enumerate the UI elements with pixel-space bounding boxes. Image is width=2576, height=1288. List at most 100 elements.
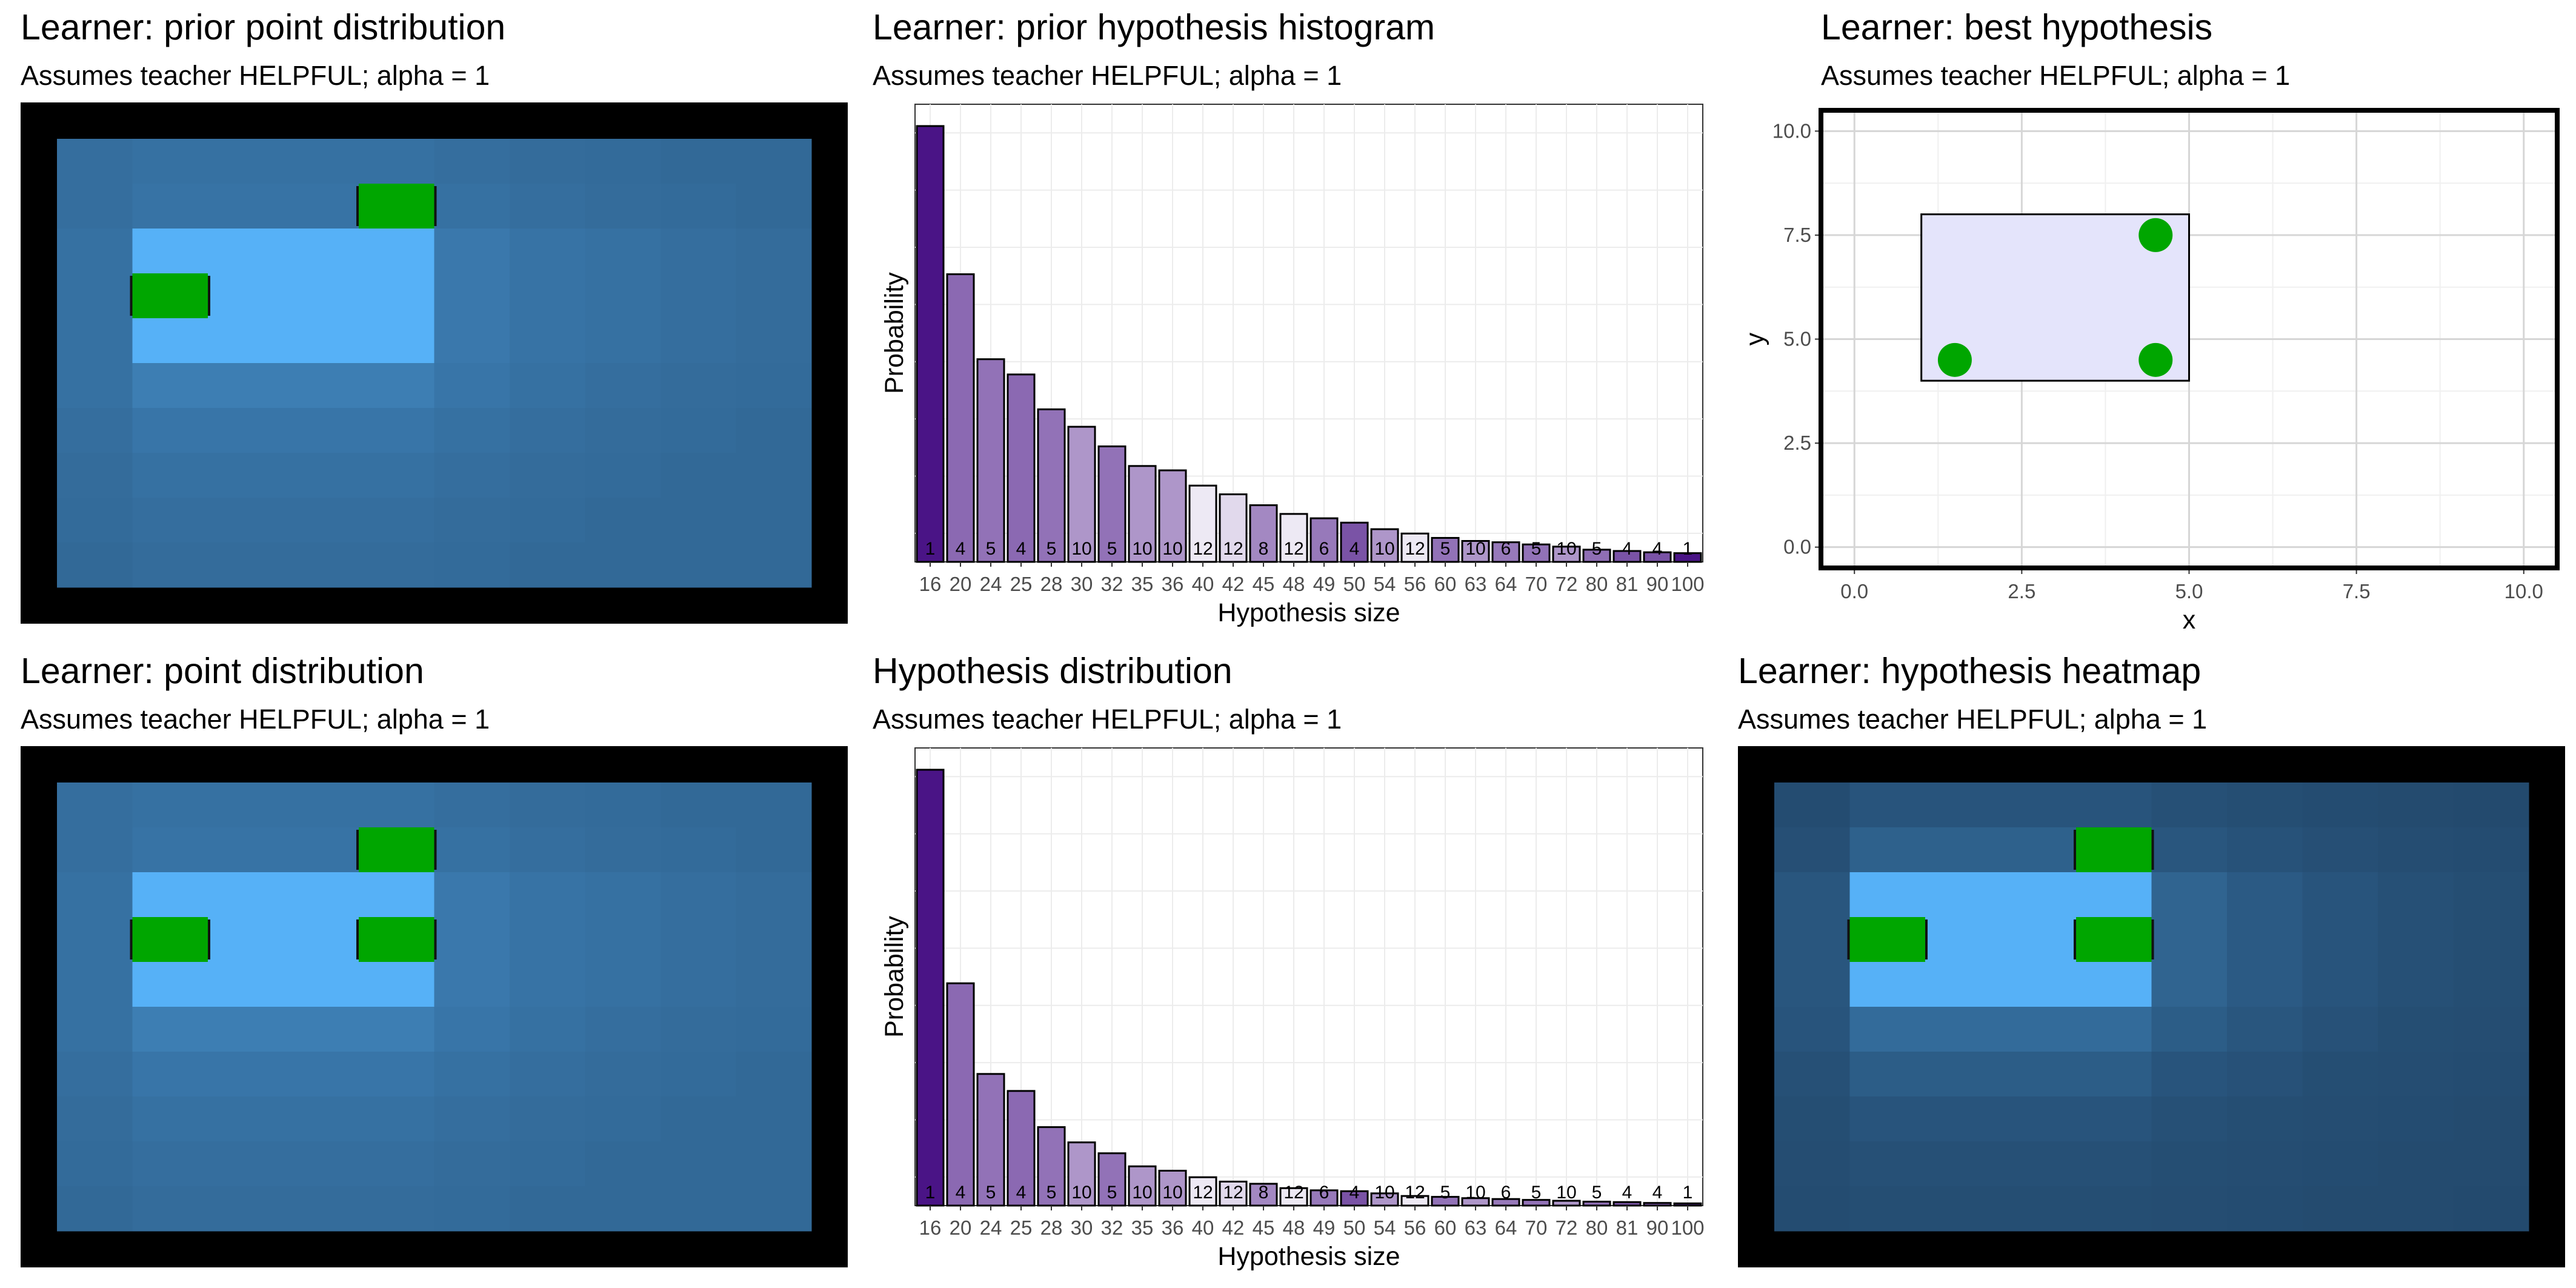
heatmap-cell <box>2227 827 2303 873</box>
heatmap-cell <box>1774 872 1850 918</box>
heatmap-cell <box>661 782 736 828</box>
heatmap-cell <box>2453 1096 2529 1142</box>
heatmap-cell <box>736 1052 812 1097</box>
heatmap-cell <box>57 273 133 319</box>
heatmap-cell <box>132 1052 208 1097</box>
heatmap-cell <box>736 363 812 409</box>
heatmap-cell <box>434 498 510 543</box>
heatmap-cell <box>283 1186 359 1232</box>
bar-count-label: 5 <box>1047 1183 1057 1203</box>
heatmap-cell <box>510 184 585 229</box>
heatmap-cell <box>359 139 434 184</box>
heatmap-cell <box>2378 782 2454 828</box>
bar <box>916 769 945 1207</box>
heatmap-cell <box>1849 1052 1926 1097</box>
bar <box>1612 1201 1642 1207</box>
data-point-square <box>132 917 208 962</box>
heatmap-cell <box>57 962 133 1007</box>
heatmap-cell <box>661 363 736 409</box>
heatmap-cell <box>2378 917 2454 963</box>
heatmap-cell <box>2453 1007 2529 1052</box>
chart-subtitle: Assumes teacher HELPFUL; alpha = 1 <box>1738 704 2208 735</box>
heatmap-cell <box>2302 1007 2378 1052</box>
heatmap-cell <box>2076 1052 2152 1097</box>
x-tick-label: 32 <box>1101 573 1123 595</box>
heatmap-cell <box>2076 1141 2152 1187</box>
bar <box>1158 1169 1187 1207</box>
heatmap-cell <box>585 453 661 498</box>
x-tick-label: 48 <box>1283 1216 1305 1239</box>
heatmap-cell <box>510 453 585 498</box>
x-tick-label: 20 <box>950 1216 972 1239</box>
bar-count-label: 10 <box>1162 1183 1182 1203</box>
heatmap-cell <box>585 1007 661 1052</box>
bar-count-label: 12 <box>1405 1183 1425 1203</box>
bar <box>1188 1176 1217 1207</box>
heatmap-cell <box>1849 962 1926 1007</box>
heatmap-cell <box>585 872 661 918</box>
x-tick-label: 90 <box>1646 573 1669 595</box>
heatmap-cell <box>359 542 434 588</box>
heatmap-cell <box>359 1141 434 1187</box>
heatmap-cell <box>2302 1141 2378 1187</box>
bar-count-label: 10 <box>1071 1183 1091 1203</box>
heatmap-cell <box>283 1141 359 1187</box>
heatmap-cell <box>2453 1141 2529 1187</box>
heatmap-cell <box>359 1186 434 1232</box>
heatmap-cell <box>283 363 359 409</box>
heatmap-cell <box>585 1141 661 1187</box>
data-point <box>2138 342 2173 377</box>
x-tick-label: 49 <box>1313 573 1336 595</box>
heatmap-cell <box>208 962 284 1007</box>
heatmap-cell <box>1774 827 1850 873</box>
heatmap-cell <box>208 827 284 873</box>
heatmap-cell <box>208 273 284 319</box>
heatmap-cell <box>434 363 510 409</box>
heatmap-cell <box>283 139 359 184</box>
heatmap-cell <box>2378 1186 2454 1232</box>
heatmap-cell <box>585 318 661 364</box>
heatmap-cell <box>57 408 133 453</box>
heatmap-cell <box>585 1052 661 1097</box>
chart-subtitle: Assumes teacher HELPFUL; alpha = 1 <box>873 704 1342 735</box>
heatmap-cell <box>1925 1052 2001 1097</box>
heatmap-cell <box>1774 917 1850 963</box>
bar-count-label: 5 <box>1107 1183 1117 1203</box>
x-tick-label: 36 <box>1162 1216 1184 1239</box>
heatmap-cell <box>434 827 510 873</box>
bar <box>976 358 1005 563</box>
heatmap-cell <box>2302 1096 2378 1142</box>
heatmap-cell <box>661 408 736 453</box>
heatmap-cell <box>208 318 284 364</box>
x-tick-label: 56 <box>1404 1216 1426 1239</box>
heatmap-cell <box>736 827 812 873</box>
x-tick-label: 35 <box>1131 573 1154 595</box>
bar <box>1067 425 1096 563</box>
x-tick-label: 45 <box>1253 1216 1275 1239</box>
heatmap-cell <box>1925 827 2001 873</box>
data-point-square <box>1849 917 1925 962</box>
heatmap-cell <box>2076 1096 2152 1142</box>
heatmap-cell <box>585 1096 661 1142</box>
heatmap-cell <box>132 782 208 828</box>
bar <box>946 982 975 1207</box>
x-tick-label: 5.0 <box>2175 580 2203 602</box>
heatmap-cell <box>661 917 736 963</box>
heatmap-cell <box>434 453 510 498</box>
bar-count-label: 12 <box>1283 1183 1303 1203</box>
heatmap-cell <box>359 318 434 364</box>
bar <box>1097 1152 1127 1207</box>
heatmap-cell <box>208 1141 284 1187</box>
x-tick-label: 80 <box>1586 1216 1608 1239</box>
bar <box>1673 1202 1702 1207</box>
bar <box>1522 543 1551 563</box>
bar-count-label: 4 <box>1350 539 1360 559</box>
heatmap-cell <box>2076 1186 2152 1232</box>
heatmap-cell <box>2302 782 2378 828</box>
x-tick-label: 56 <box>1404 573 1426 595</box>
heatmap-cell <box>2076 962 2152 1007</box>
heatmap-cell <box>434 184 510 229</box>
heatmap-cell <box>283 1052 359 1097</box>
bar-count-label: 4 <box>1652 1183 1663 1203</box>
heatmap-cell <box>434 1096 510 1142</box>
